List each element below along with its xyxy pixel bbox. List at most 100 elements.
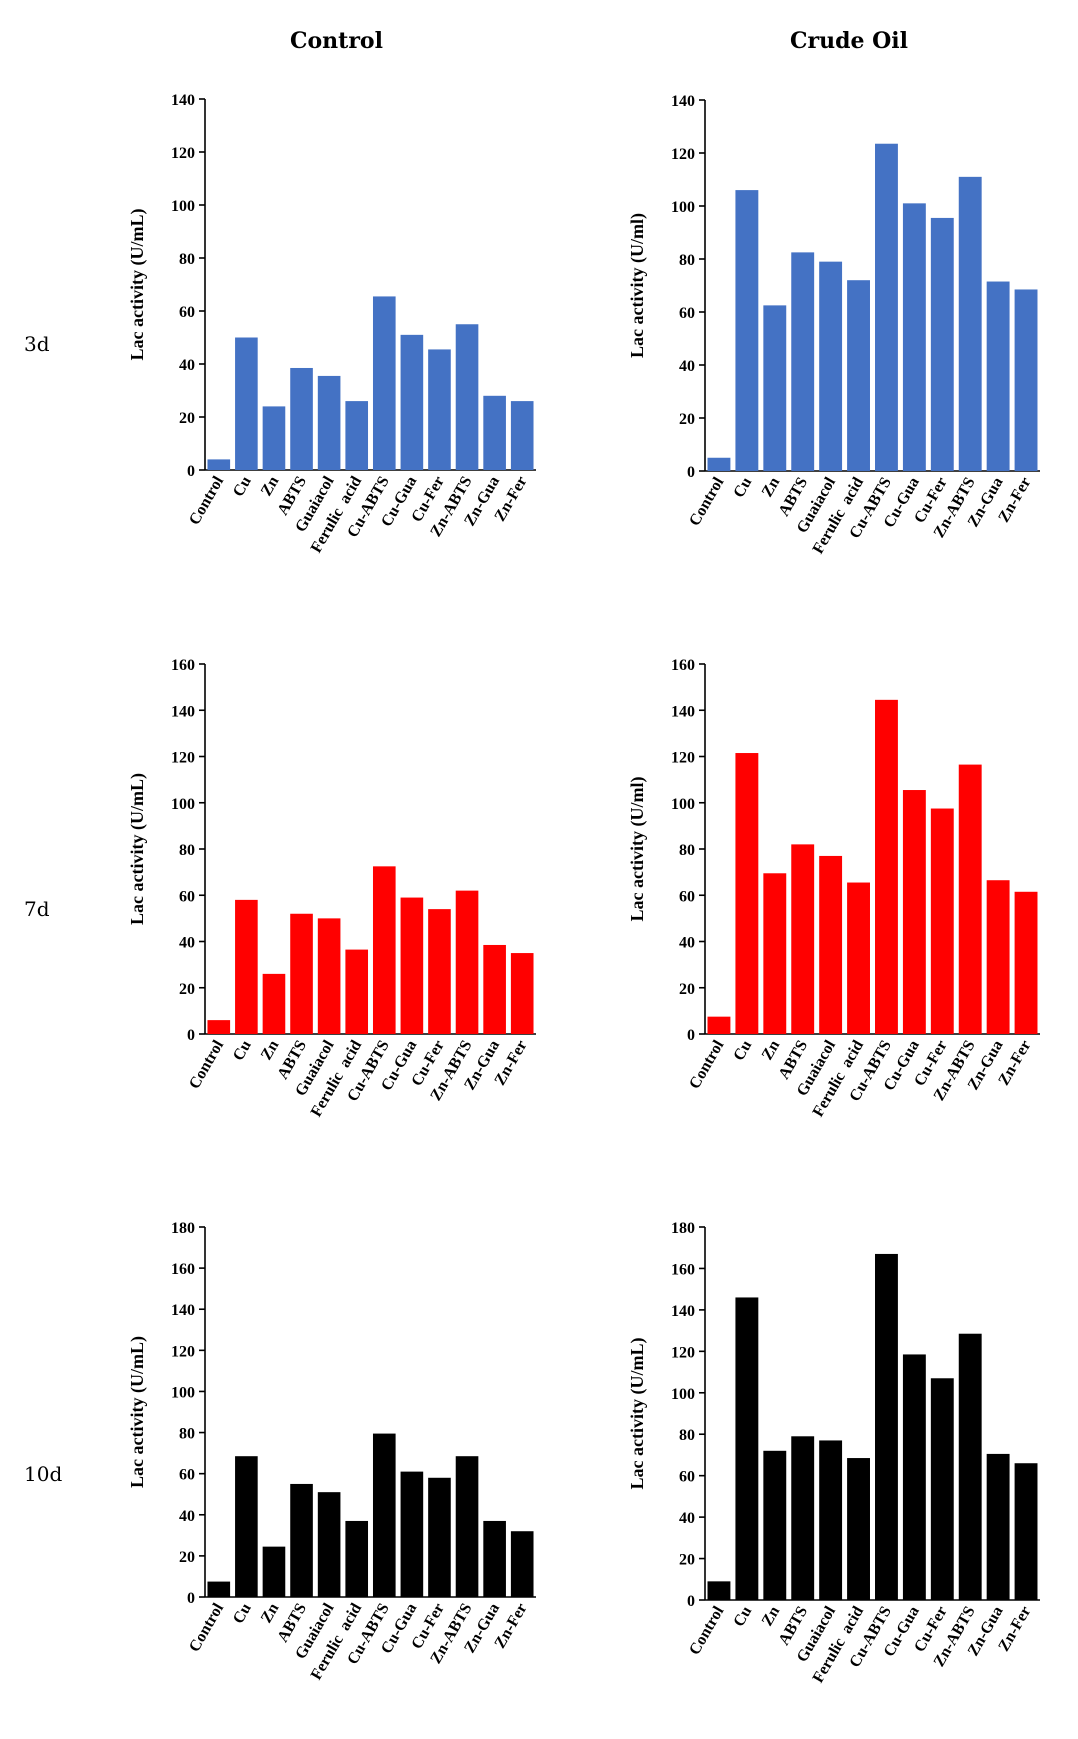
chart-3d-control-x-tick-label: Cu [230, 473, 255, 499]
chart-10d-crude-oil-bar [958, 1333, 982, 1600]
chart-3d-control-bar [345, 401, 369, 470]
chart-10d-crude-oil-y-tick-label: 20 [679, 1552, 695, 1569]
row-label-7d: 7d [24, 897, 50, 921]
chart-10d-crude-oil-y-tick-label: 140 [671, 1303, 695, 1320]
chart-10d-crude-oil-y-tick-label: 100 [671, 1386, 695, 1403]
chart-10d-crude-oil-y-tick-label: 80 [679, 1427, 695, 1444]
chart-10d-crude-oil-bar [875, 1253, 898, 1600]
chart-7d-control-x-tick-label: Zn [258, 1037, 283, 1063]
chart-7d-crude-oil-bar [791, 844, 815, 1034]
chart-3d-crude-oil-bar [735, 190, 759, 471]
chart-10d-crude-oil-bar [763, 1450, 787, 1600]
chart-7d-crude-oil-bar [819, 855, 843, 1034]
chart-3d-control-y-tick-label: 140 [171, 92, 195, 109]
chart-10d-control-bar [235, 1456, 258, 1597]
chart-10d-control-y-tick-label: 100 [171, 1384, 195, 1401]
chart-7d-control-bar [235, 899, 258, 1034]
chart-10d-crude-oil-y-axis-label: Lac activity (U/mL) [627, 1338, 648, 1490]
chart-7d-control-y-tick-label: 0 [187, 1027, 195, 1044]
chart-7d-control-bar [428, 909, 451, 1034]
chart-10d-crude-oil-bar [1014, 1463, 1038, 1600]
chart-3d-crude-oil-y-tick-label: 40 [679, 358, 695, 375]
chart-10d-control-y-tick-label: 140 [171, 1302, 195, 1319]
chart-3d-crude-oil-y-axis-label: Lac activity (U/ml) [627, 213, 648, 358]
chart-3d-control-y-tick-label: 40 [179, 357, 195, 374]
chart-10d-crude-oil-x-tick-label: Zn [759, 1603, 784, 1629]
column-title-crude-oil: Crude Oil [790, 28, 909, 54]
chart-10d-control-bar [510, 1531, 534, 1597]
chart-10d-control-y-tick-label: 180 [171, 1220, 195, 1237]
chart-7d-crude-oil-y-tick-label: 0 [687, 1027, 695, 1044]
chart-10d-crude-oil-y-tick-label: 0 [687, 1593, 695, 1610]
chart-7d-crude-oil-bar [958, 764, 982, 1034]
chart-10d-control-bar [345, 1520, 369, 1597]
chart-3d-crude-oil-y-tick-label: 80 [679, 252, 695, 269]
chart-7d-crude-oil-y-tick-label: 80 [679, 842, 695, 859]
chart-3d-control-bar [428, 349, 451, 470]
chart-7d-control-bar [510, 953, 534, 1034]
chart-7d-crude-oil-bar [930, 808, 954, 1034]
chart-7d-control-bar [400, 897, 424, 1034]
chart-7d-crude-oil-bar [902, 790, 926, 1034]
chart-7d-control-y-tick-label: 40 [179, 935, 195, 952]
chart-3d-crude-oil-bar [875, 143, 898, 471]
chart-7d-crude-oil-bar [735, 753, 759, 1034]
chart-7d-control-y-tick-label: 120 [171, 750, 195, 767]
chart-3d-crude-oil-y-tick-label: 120 [671, 146, 695, 163]
chart-3d-crude-oil-bar [847, 280, 870, 471]
chart-3d-crude-oil-bar [930, 217, 954, 471]
row-label-3d: 3d [24, 332, 50, 356]
chart-7d-control-y-tick-label: 100 [171, 796, 195, 813]
chart-7d-control-y-axis-label: Lac activity (U/mL) [127, 773, 148, 925]
chart-3d-control-y-tick-label: 100 [171, 198, 195, 215]
chart-10d-control-y-tick-label: 60 [179, 1467, 195, 1484]
chart-10d-control-x-tick-label: Zn [258, 1600, 283, 1626]
chart-7d-control-bar [345, 949, 369, 1034]
chart-10d-control-y-tick-label: 20 [179, 1549, 195, 1566]
chart-7d-crude-oil-x-tick-label: Control [686, 1037, 728, 1092]
chart-3d-control-y-tick-label: 0 [187, 463, 195, 480]
chart-10d-control-bar [262, 1546, 286, 1597]
chart-3d-control-bar [372, 296, 396, 470]
chart-3d-control-y-axis-label: Lac activity (U/mL) [127, 209, 148, 361]
chart-3d-control-bar [235, 337, 258, 470]
chart-3d-crude-oil-y-tick-label: 100 [671, 199, 695, 216]
chart-7d-crude-oil-y-tick-label: 100 [671, 796, 695, 813]
chart-7d-control-bar [207, 1020, 231, 1034]
chart-3d-control-y-tick-label: 20 [179, 410, 195, 427]
chart-10d-control-x-tick-label: Control [186, 1600, 228, 1655]
chart-7d-control-x-tick-label: Cu [230, 1037, 255, 1063]
row-label-10d: 10d [24, 1462, 63, 1486]
chart-7d-control-bar [483, 944, 506, 1034]
chart-3d-crude-oil-x-tick-label: Zn [759, 474, 784, 500]
chart-10d-control-y-tick-label: 160 [171, 1261, 195, 1278]
chart-10d-crude-oil-x-tick-label: Cu [730, 1603, 755, 1629]
chart-3d-crude-oil-y-tick-label: 60 [679, 305, 695, 322]
chart-3d-control-y-tick-label: 80 [179, 251, 195, 268]
chart-7d-control-bar [262, 973, 286, 1034]
chart-7d-crude-oil-bar [875, 699, 898, 1034]
chart-7d-crude-oil-y-tick-label: 20 [679, 981, 695, 998]
chart-7d-control-x-tick-label: Control [186, 1037, 228, 1092]
chart-10d-crude-oil-bar [930, 1378, 954, 1600]
chart-10d-crude-oil-bar [791, 1436, 815, 1600]
chart-3d-crude-oil-bar [1014, 289, 1038, 471]
chart-7d-control-y-tick-label: 20 [179, 981, 195, 998]
column-title-control: Control [290, 28, 383, 54]
chart-3d-crude-oil-y-tick-label: 20 [679, 411, 695, 428]
chart-3d-control-bar [290, 367, 313, 470]
chart-10d-crude-oil-y-tick-label: 160 [671, 1261, 695, 1278]
chart-3d-crude-oil-x-tick-label: Control [686, 474, 728, 529]
chart-3d-crude-oil-bar [986, 281, 1010, 471]
chart-3d-control-bar [400, 334, 424, 470]
chart-3d-control-y-tick-label: 60 [179, 304, 195, 321]
chart-3d-control-bar [317, 375, 341, 470]
chart-7d-control-y-tick-label: 80 [179, 842, 195, 859]
chart-7d-crude-oil-bar [763, 873, 787, 1034]
chart-7d-control-bar [317, 918, 341, 1034]
chart-10d-control-bar [455, 1456, 479, 1597]
chart-10d-control-bar [317, 1492, 341, 1597]
chart-10d-control-y-tick-label: 0 [187, 1590, 195, 1607]
chart-3d-crude-oil-bar [902, 203, 926, 471]
